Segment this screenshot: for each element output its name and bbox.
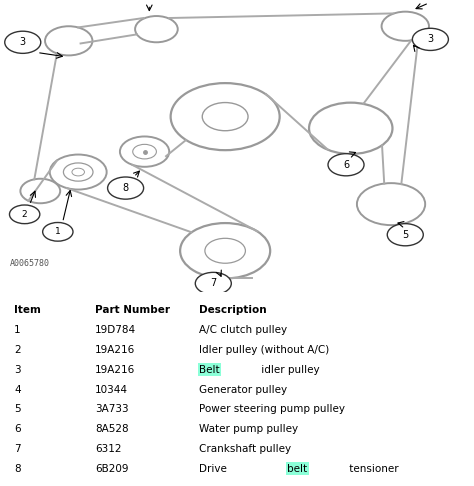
Text: 19A216: 19A216 [95,345,135,355]
Text: belt: belt [287,464,307,474]
Text: 8: 8 [123,183,128,193]
Text: Water pump pulley: Water pump pulley [199,424,298,434]
Text: 10344: 10344 [95,384,128,395]
Text: Generator pulley: Generator pulley [199,384,287,395]
Text: 3A733: 3A733 [95,404,128,415]
Text: A/C clutch pulley: A/C clutch pulley [199,325,287,335]
Text: tensioner: tensioner [346,464,399,474]
Text: 3: 3 [428,35,433,44]
Text: 19A216: 19A216 [95,364,135,375]
Text: 1: 1 [55,227,61,236]
Text: 7: 7 [14,444,21,454]
Text: 8A528: 8A528 [95,424,128,434]
Text: 6: 6 [14,424,21,434]
Text: 3: 3 [14,364,21,375]
Text: 4: 4 [14,384,21,395]
Text: 3: 3 [20,37,26,47]
Text: Part Number: Part Number [95,305,170,315]
Circle shape [195,272,231,295]
Text: 6: 6 [343,160,349,170]
Text: 7: 7 [210,278,217,288]
Text: Belt: Belt [199,364,220,375]
Text: 8: 8 [14,464,21,474]
Circle shape [108,177,144,199]
Text: 2: 2 [22,210,27,219]
Text: 5: 5 [402,230,409,240]
Text: Description: Description [199,305,267,315]
Text: Item: Item [14,305,41,315]
Text: 1: 1 [14,325,21,335]
Circle shape [43,223,73,241]
Circle shape [9,205,40,224]
Text: 6312: 6312 [95,444,121,454]
Text: 2: 2 [14,345,21,355]
Text: Drive: Drive [199,464,230,474]
Text: 5: 5 [14,404,21,415]
Circle shape [328,154,364,176]
Circle shape [387,224,423,246]
Circle shape [412,28,448,51]
Text: Crankshaft pulley: Crankshaft pulley [199,444,291,454]
Text: idler pulley: idler pulley [258,364,319,375]
Text: 6B209: 6B209 [95,464,128,474]
Text: Power steering pump pulley: Power steering pump pulley [199,404,345,415]
Circle shape [5,31,41,53]
Text: Idler pulley (without A/C): Idler pulley (without A/C) [199,345,329,355]
Text: 19D784: 19D784 [95,325,136,335]
Text: A0065780: A0065780 [9,259,49,268]
